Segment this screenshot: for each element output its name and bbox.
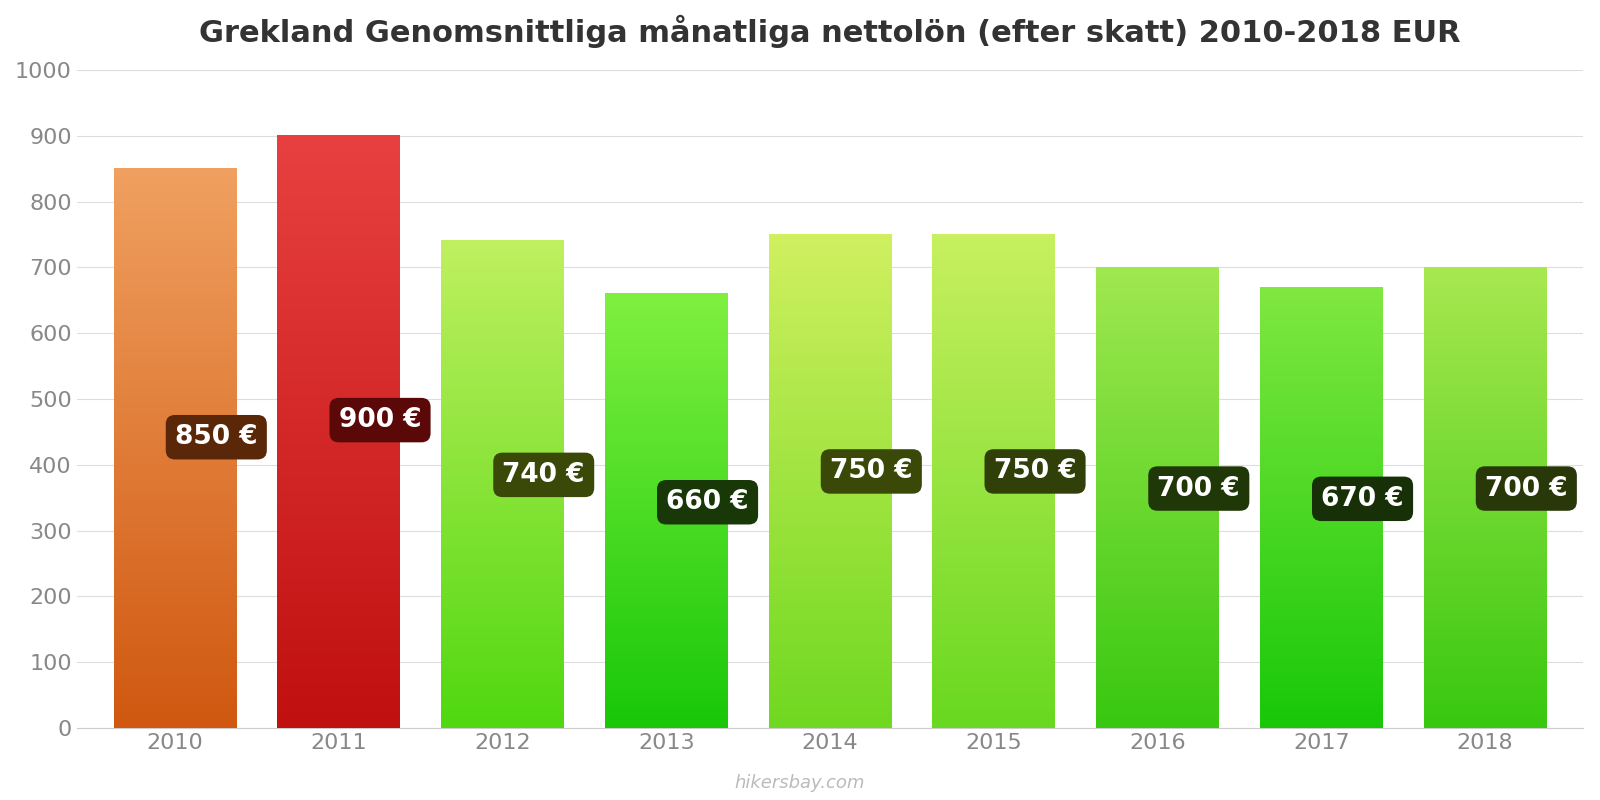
Text: hikersbay.com: hikersbay.com xyxy=(734,774,866,792)
Text: 670 €: 670 € xyxy=(1322,486,1403,512)
Text: 740 €: 740 € xyxy=(502,462,586,488)
Text: 900 €: 900 € xyxy=(339,407,421,433)
Text: 700 €: 700 € xyxy=(1485,475,1568,502)
Text: 750 €: 750 € xyxy=(994,458,1077,485)
Text: 660 €: 660 € xyxy=(666,490,749,515)
Text: 750 €: 750 € xyxy=(830,458,912,485)
Title: Grekland Genomsnittliga månatliga nettolön (efter skatt) 2010-2018 EUR: Grekland Genomsnittliga månatliga nettol… xyxy=(198,15,1461,48)
Text: 700 €: 700 € xyxy=(1157,475,1240,502)
Text: 850 €: 850 € xyxy=(174,424,258,450)
